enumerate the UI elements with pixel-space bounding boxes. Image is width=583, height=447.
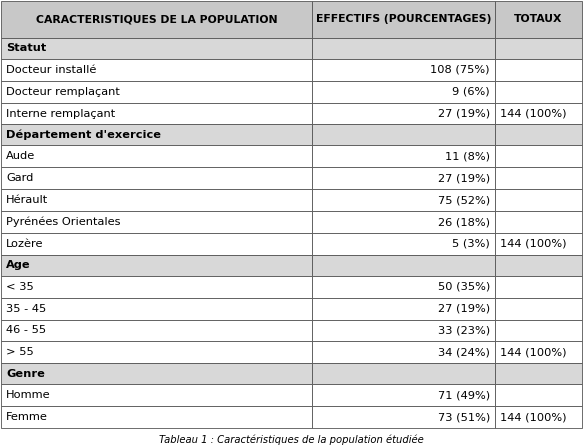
Text: Département d'exercice: Département d'exercice [6,130,161,140]
Bar [312,363,495,384]
Bar [495,406,582,428]
Text: Statut: Statut [6,43,46,53]
Bar [1,342,312,363]
Text: > 55: > 55 [6,347,34,358]
Text: TOTAUX: TOTAUX [514,14,563,25]
Text: Pyrénées Orientales: Pyrénées Orientales [6,217,121,227]
Text: Docteur remplaçant: Docteur remplaçant [6,87,120,97]
Bar [312,80,495,102]
Text: 26 (18%): 26 (18%) [438,217,490,227]
Bar [312,276,495,298]
Text: 108 (75%): 108 (75%) [430,65,490,75]
Bar [312,342,495,363]
Bar [1,363,312,384]
Text: 144 (100%): 144 (100%) [500,412,566,422]
Text: 144 (100%): 144 (100%) [500,109,566,118]
Bar [495,80,582,102]
Text: Lozère: Lozère [6,239,44,249]
Text: 73 (51%): 73 (51%) [438,412,490,422]
Bar [1,124,312,145]
Bar [312,298,495,320]
Text: Tableau 1 : Caractéristiques de la population étudiée: Tableau 1 : Caractéristiques de la popul… [159,435,424,445]
Text: 27 (19%): 27 (19%) [438,109,490,118]
Text: Femme: Femme [6,412,48,422]
Text: 11 (8%): 11 (8%) [445,151,490,161]
Bar [1,167,312,189]
Bar [1,255,312,276]
Bar [1,189,312,211]
Bar [1,102,312,124]
Bar [495,211,582,233]
Text: Hérault: Hérault [6,195,48,205]
Bar [1,298,312,320]
Text: 27 (19%): 27 (19%) [438,173,490,183]
Bar [312,145,495,167]
Text: Docteur installé: Docteur installé [6,65,96,75]
Bar [495,320,582,342]
Bar [312,124,495,145]
Bar [1,233,312,255]
Bar [1,406,312,428]
Text: 144 (100%): 144 (100%) [500,347,566,358]
Bar [312,167,495,189]
Bar [495,255,582,276]
Bar [495,233,582,255]
Bar [1,38,312,59]
Text: Genre: Genre [6,369,45,379]
Bar [1,384,312,406]
Text: 27 (19%): 27 (19%) [438,304,490,313]
Bar [495,38,582,59]
Text: Interne remplaçant: Interne remplaçant [6,109,115,118]
Bar [312,189,495,211]
Bar [1,276,312,298]
Bar [495,124,582,145]
Text: Gard: Gard [6,173,33,183]
Bar [1,211,312,233]
Text: CARACTERISTIQUES DE LA POPULATION: CARACTERISTIQUES DE LA POPULATION [36,14,278,25]
Bar [495,189,582,211]
Bar [495,167,582,189]
Bar [312,320,495,342]
Bar [1,145,312,167]
Text: 33 (23%): 33 (23%) [438,325,490,336]
Bar [312,102,495,124]
Bar [312,38,495,59]
Text: 34 (24%): 34 (24%) [438,347,490,358]
Text: Aude: Aude [6,151,35,161]
Text: 71 (49%): 71 (49%) [438,390,490,400]
Bar [495,363,582,384]
Text: Homme: Homme [6,390,51,400]
Bar [312,384,495,406]
Bar [312,211,495,233]
Text: Age: Age [6,260,31,270]
Bar [1,1,312,38]
Bar [495,145,582,167]
Bar [1,80,312,102]
Bar [1,320,312,342]
Bar [495,59,582,80]
Bar [312,255,495,276]
Text: 9 (6%): 9 (6%) [452,87,490,97]
Bar [312,406,495,428]
Bar [495,384,582,406]
Bar [495,342,582,363]
Bar [495,276,582,298]
Text: EFFECTIFS (POURCENTAGES): EFFECTIFS (POURCENTAGES) [315,14,491,25]
Text: 144 (100%): 144 (100%) [500,239,566,249]
Bar [495,102,582,124]
Text: < 35: < 35 [6,282,34,291]
Bar [1,59,312,80]
Bar [312,59,495,80]
Bar [495,1,582,38]
Text: 5 (3%): 5 (3%) [452,239,490,249]
Bar [312,1,495,38]
Text: 46 - 55: 46 - 55 [6,325,46,336]
Bar [312,233,495,255]
Text: 35 - 45: 35 - 45 [6,304,46,313]
Text: 75 (52%): 75 (52%) [438,195,490,205]
Text: 50 (35%): 50 (35%) [438,282,490,291]
Bar [495,298,582,320]
